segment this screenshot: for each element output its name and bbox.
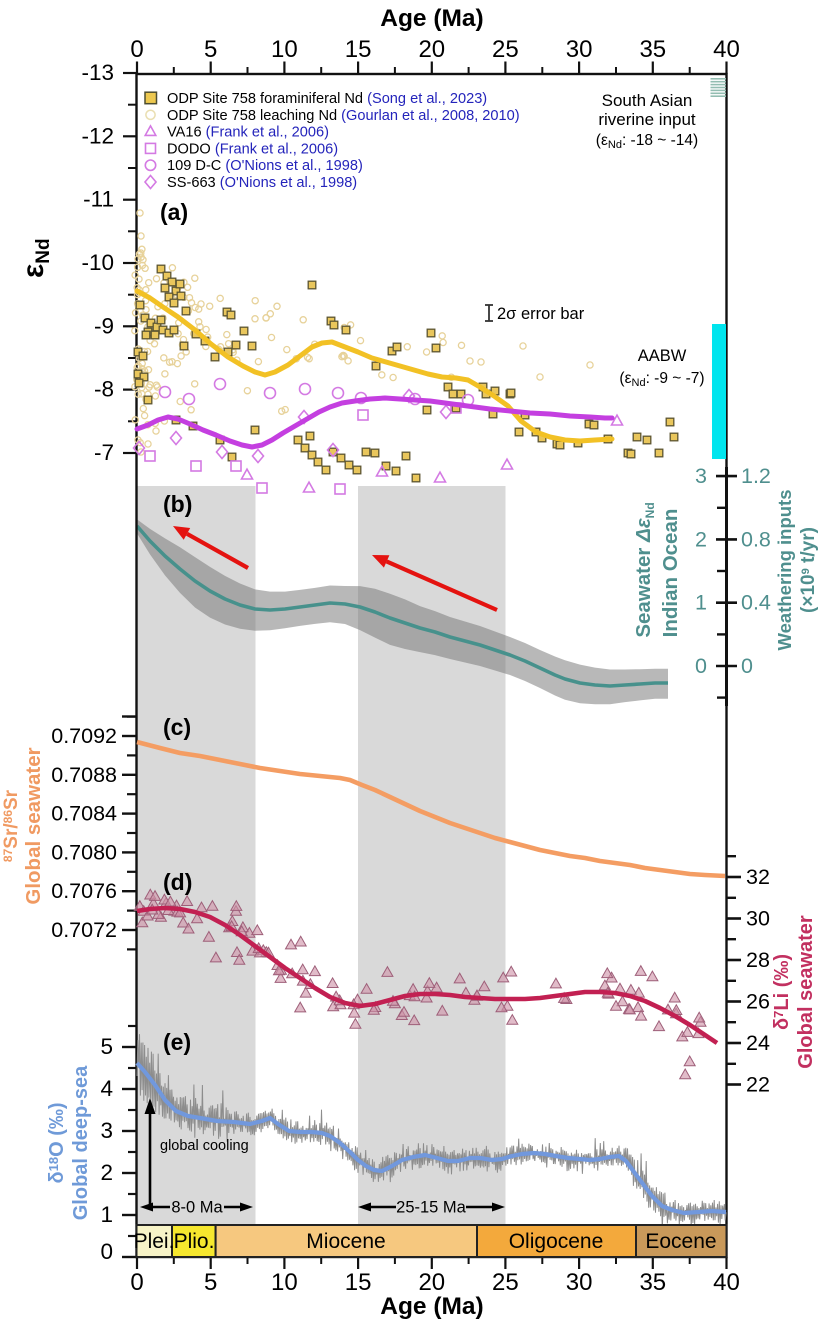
svg-text:25: 25 — [492, 1269, 519, 1296]
svg-text:0: 0 — [130, 1269, 143, 1296]
svg-text:Eocene: Eocene — [645, 1230, 716, 1253]
svg-text:87Sr/86Sr: 87Sr/86Sr — [1, 789, 22, 862]
svg-text:DODO (Frank et al., 2006): DODO (Frank et al., 2006) — [167, 141, 338, 157]
svg-text:-12: -12 — [81, 123, 114, 148]
svg-text:8-0 Ma: 8-0 Ma — [171, 1199, 223, 1217]
svg-text:3: 3 — [695, 464, 707, 488]
svg-text:0: 0 — [130, 36, 143, 63]
svg-text:1.2: 1.2 — [741, 464, 771, 488]
svg-text:(a): (a) — [160, 199, 188, 225]
svg-text:riverine input: riverine input — [598, 110, 696, 129]
svg-text:(×109 t/yr): (×109 t/yr) — [798, 527, 819, 613]
svg-text:40: 40 — [713, 1269, 740, 1296]
svg-text:28: 28 — [746, 948, 770, 972]
svg-text:20: 20 — [418, 1269, 445, 1296]
svg-text:0.8: 0.8 — [741, 527, 771, 551]
svg-text:4: 4 — [100, 1076, 113, 1101]
svg-text:-10: -10 — [81, 250, 114, 275]
svg-text:SS-663 (O'Nions et al., 1998): SS-663 (O'Nions et al., 1998) — [167, 175, 357, 191]
svg-text:ODP Site 758 foraminiferal Nd: ODP Site 758 foraminiferal Nd (Song et a… — [167, 91, 487, 107]
svg-text:2σ error bar: 2σ error bar — [497, 305, 585, 323]
svg-text:0: 0 — [741, 654, 753, 678]
svg-text:Global seawater: Global seawater — [22, 747, 45, 904]
svg-text:3: 3 — [100, 1118, 113, 1143]
svg-text:40: 40 — [713, 36, 740, 63]
svg-text:20: 20 — [418, 36, 445, 63]
svg-text:Seawater ΔεNd: Seawater ΔεNd — [632, 502, 657, 637]
svg-text:-11: -11 — [83, 187, 114, 212]
svg-text:0.7092: 0.7092 — [51, 724, 117, 748]
svg-text:0.7084: 0.7084 — [51, 802, 117, 826]
svg-text:30: 30 — [746, 907, 770, 931]
svg-text:Global deep-sea: Global deep-sea — [70, 1065, 92, 1220]
svg-text:1: 1 — [695, 591, 707, 615]
svg-text:AABW: AABW — [638, 347, 687, 365]
svg-text:global cooling: global cooling — [160, 1138, 249, 1154]
svg-text:109 D-C (O'Nions et al., 1998): 109 D-C (O'Nions et al., 1998) — [167, 158, 363, 174]
svg-text:0: 0 — [100, 1239, 113, 1264]
svg-text:10: 10 — [271, 36, 298, 63]
svg-text:Indian Ocean: Indian Ocean — [659, 509, 682, 638]
svg-text:Plio.: Plio. — [174, 1230, 215, 1253]
svg-text:15: 15 — [345, 36, 372, 63]
svg-text:25: 25 — [492, 36, 519, 63]
svg-text:Global seawater: Global seawater — [795, 915, 817, 1069]
svg-text:(d): (d) — [163, 869, 192, 895]
svg-text:Weathering inputs: Weathering inputs — [774, 489, 795, 650]
svg-text:5: 5 — [204, 36, 217, 63]
svg-text:30: 30 — [566, 36, 593, 63]
svg-text:(c): (c) — [163, 714, 191, 740]
svg-text:-7: -7 — [94, 440, 114, 465]
svg-text:0.7088: 0.7088 — [51, 763, 117, 787]
svg-text:30: 30 — [566, 1269, 593, 1296]
svg-text:-13: -13 — [81, 60, 114, 85]
svg-text:(εNd: -18 ~ -14): (εNd: -18 ~ -14) — [596, 132, 698, 151]
svg-text:22: 22 — [746, 1073, 770, 1097]
svg-text:5: 5 — [100, 1034, 113, 1059]
svg-text:15: 15 — [345, 1269, 372, 1296]
svg-text:35: 35 — [639, 36, 666, 63]
svg-text:26: 26 — [746, 990, 770, 1014]
svg-text:0.7080: 0.7080 — [51, 840, 117, 864]
svg-text:(e): (e) — [163, 1029, 191, 1055]
svg-text:2: 2 — [100, 1160, 113, 1185]
svg-text:ODP Site 758 leaching Nd (Gour: ODP Site 758 leaching Nd (Gourlan et al.… — [167, 108, 520, 124]
svg-text:Oligocene: Oligocene — [509, 1230, 604, 1253]
svg-text:VA16 (Frank et al., 2006): VA16 (Frank et al., 2006) — [167, 125, 329, 141]
svg-text:-9: -9 — [94, 313, 114, 338]
svg-text:1: 1 — [100, 1202, 113, 1227]
svg-text:24: 24 — [746, 1031, 770, 1055]
svg-text:32: 32 — [746, 865, 770, 889]
svg-text:Age (Ma): Age (Ma) — [380, 1293, 483, 1320]
svg-text:0.4: 0.4 — [741, 591, 771, 615]
svg-text:Age (Ma): Age (Ma) — [380, 5, 483, 32]
svg-text:5: 5 — [204, 1269, 217, 1296]
svg-text:Plei.: Plei. — [134, 1230, 175, 1253]
svg-text:Miocene: Miocene — [306, 1230, 385, 1253]
svg-text:25-15 Ma: 25-15 Ma — [396, 1199, 467, 1217]
svg-text:0.7072: 0.7072 — [51, 918, 117, 942]
svg-text:(b): (b) — [163, 491, 192, 517]
svg-text:0: 0 — [695, 654, 707, 678]
svg-text:εNd: εNd — [17, 238, 54, 278]
svg-text:-8: -8 — [94, 377, 114, 402]
svg-text:35: 35 — [639, 1269, 666, 1296]
svg-text:δ7Li (‰): δ7Li (‰) — [771, 954, 793, 1030]
svg-text:2: 2 — [695, 527, 707, 551]
svg-text:10: 10 — [271, 1269, 298, 1296]
svg-text:0.7076: 0.7076 — [51, 879, 117, 903]
svg-text:South Asian: South Asian — [602, 91, 693, 110]
